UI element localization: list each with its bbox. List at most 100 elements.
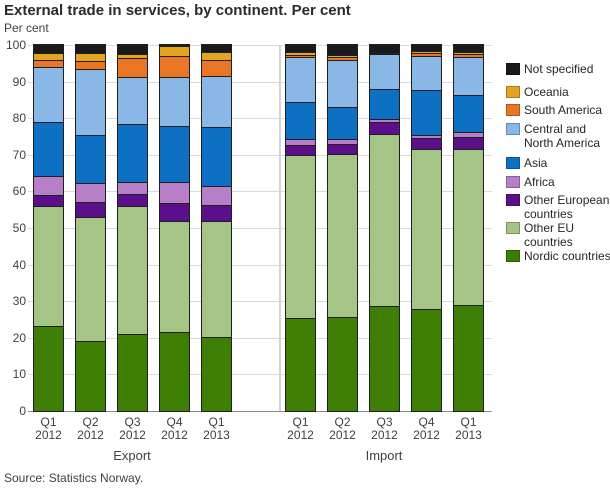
bar-export-q1-2012 (33, 44, 64, 412)
x-tick-label: Q3 2012 (371, 415, 398, 442)
legend-item-south-america: South America (506, 103, 610, 117)
legend-swatch-south-america (506, 104, 520, 116)
bar-segment-other-european-countries (412, 139, 441, 150)
gridline (28, 337, 492, 339)
bar-import-q1-2012 (285, 44, 316, 412)
bar-segment-other-eu-countries (160, 221, 189, 334)
bar-segment-oceania (286, 53, 315, 56)
bar-segment-central-and-north-america (34, 68, 63, 124)
bar-segment-central-and-north-america (370, 55, 399, 91)
bar-segment-other-european-countries (76, 203, 105, 219)
legend-label: Other European countries (524, 193, 610, 221)
bar-segment-africa (118, 183, 147, 195)
bar-segment-south-america (454, 54, 483, 58)
bar-segment-africa (370, 119, 399, 123)
bar-segment-nordic-countries (202, 337, 231, 411)
bar-segment-asia (286, 102, 315, 141)
bar-segment-central-and-north-america (328, 61, 357, 109)
bar-segment-central-and-north-america (76, 69, 105, 136)
bar-segment-south-america (202, 60, 231, 77)
bar-import-q2-2012 (327, 44, 358, 412)
bar-segment-nordic-countries (328, 318, 357, 411)
bar-segment-central-and-north-america (412, 56, 441, 91)
bar-segment-asia (328, 108, 357, 141)
bar-export-q2-2012 (75, 44, 106, 412)
legend-label: Central and North America (524, 122, 601, 150)
bar-segment-nordic-countries (160, 333, 189, 411)
bar-segment-not-specified (328, 45, 357, 56)
bar-export-q1-2013 (201, 44, 232, 412)
legend-swatch-other-european-countries (506, 194, 520, 206)
x-tick-label: Q1 2013 (455, 415, 482, 442)
x-tick-label: Q2 2012 (77, 415, 104, 442)
legend-swatch-asia (506, 157, 520, 169)
bar-segment-asia (76, 135, 105, 185)
legend-item-central-and-north-america: Central and North America (506, 122, 610, 150)
bar-segment-oceania (34, 54, 63, 61)
legend-item-nordic-countries: Nordic countries (506, 249, 610, 263)
gridline (28, 191, 492, 193)
bar-segment-africa (412, 136, 441, 140)
bar-segment-nordic-countries (454, 305, 483, 411)
bar-segment-other-european-countries (118, 195, 147, 208)
x-tick-label: Q4 2012 (161, 415, 188, 442)
x-axis-line (28, 411, 492, 412)
bar-segment-south-america (286, 55, 315, 59)
legend-swatch-other-eu-countries (506, 222, 520, 234)
bar-segment-south-america (370, 54, 399, 56)
bar-segment-oceania (202, 53, 231, 61)
bar-segment-south-america (412, 54, 441, 57)
bar-segment-nordic-countries (286, 319, 315, 411)
bar-segment-nordic-countries (412, 309, 441, 411)
legend-label: Africa (524, 175, 555, 189)
gridline (28, 374, 492, 376)
bar-segment-oceania (76, 54, 105, 62)
x-tick-label: Q2 2012 (329, 415, 356, 442)
bar-segment-oceania (160, 47, 189, 57)
bar-segment-other-european-countries (370, 122, 399, 136)
bar-segment-other-eu-countries (202, 221, 231, 338)
bar-segment-central-and-north-america (454, 57, 483, 96)
group-label-export: Export (113, 448, 151, 463)
legend-swatch-central-and-north-america (506, 123, 520, 135)
bar-segment-nordic-countries (370, 306, 399, 412)
bar-segment-oceania (118, 54, 147, 59)
bar-segment-other-european-countries (454, 138, 483, 150)
bar-segment-nordic-countries (76, 342, 105, 411)
bar-segment-south-america (160, 56, 189, 79)
group-label-import: Import (365, 448, 403, 463)
bar-segment-not-specified (160, 45, 189, 48)
y-tick-label: 30 (12, 294, 26, 309)
y-tick-label: 50 (12, 221, 26, 235)
bar-segment-asia (202, 128, 231, 187)
bar-segment-africa (34, 177, 63, 197)
bar-segment-oceania (412, 51, 441, 55)
bar-segment-nordic-countries (34, 326, 63, 411)
x-tick-label: Q1 2012 (287, 415, 314, 442)
legend-label: Asia (524, 156, 548, 170)
y-tick-label: 70 (12, 147, 26, 162)
bar-segment-oceania (370, 53, 399, 55)
y-tick-label: 90 (12, 74, 26, 89)
y-axis-unit-label: Per cent (4, 21, 49, 35)
bar-segment-other-eu-countries (328, 155, 357, 319)
y-tick-label: 40 (12, 257, 26, 272)
bar-export-q3-2012 (117, 44, 148, 412)
y-tick-label: 60 (12, 184, 26, 199)
x-tick-label: Q1 2013 (203, 415, 230, 442)
bar-import-q1-2013 (453, 44, 484, 412)
bar-segment-other-eu-countries (286, 155, 315, 320)
legend-swatch-not-specified (506, 63, 520, 75)
gridline (28, 81, 492, 83)
legend-item-other-european-countries: Other European countries (506, 193, 610, 221)
bar-segment-other-eu-countries (412, 149, 441, 310)
legend-label: Not specified (524, 62, 594, 76)
bar-segment-other-eu-countries (454, 149, 483, 306)
legend-label: Nordic countries (524, 249, 610, 263)
y-tick-label: 0 (19, 404, 26, 418)
bar-segment-not-specified (118, 45, 147, 55)
bar-segment-asia (412, 90, 441, 137)
source-note: Source: Statistics Norway. (4, 471, 144, 485)
legend-item-africa: Africa (506, 175, 610, 189)
y-tick-label: 20 (12, 330, 26, 345)
